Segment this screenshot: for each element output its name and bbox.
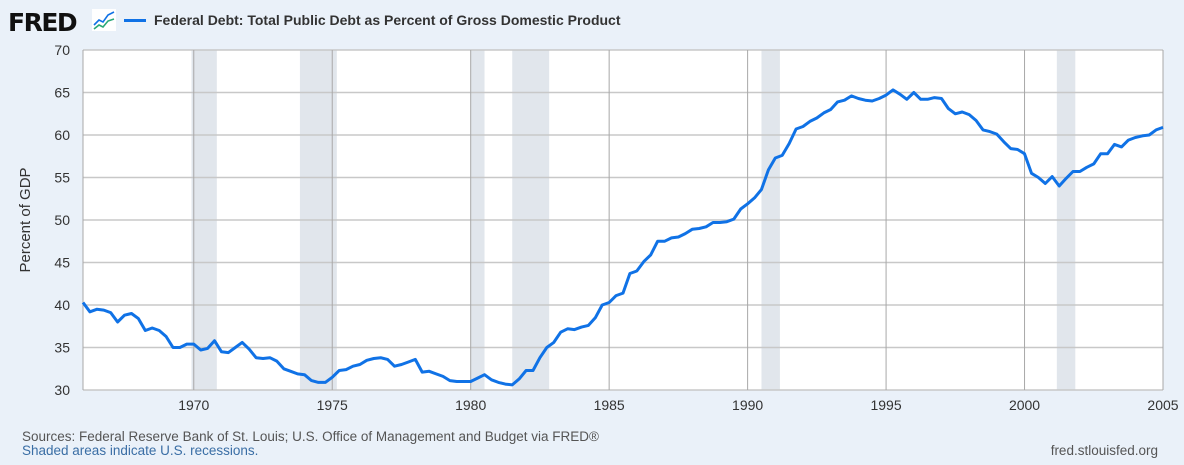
x-tick-label: 1995 xyxy=(870,397,901,413)
y-tick-label: 30 xyxy=(54,382,70,398)
logo-text: FRED xyxy=(8,8,78,37)
x-tick-label: 1980 xyxy=(455,397,486,413)
x-tick-label: 1985 xyxy=(594,397,625,413)
fred-logo[interactable]: FRED xyxy=(8,8,78,37)
sources-note: Sources: Federal Reserve Bank of St. Lou… xyxy=(22,429,599,444)
x-tick-label: 1990 xyxy=(732,397,763,413)
legend-swatch xyxy=(124,18,146,22)
y-tick-label: 45 xyxy=(54,255,70,271)
legend-label: Federal Debt: Total Public Debt as Perce… xyxy=(154,12,621,28)
x-tick-label: 1975 xyxy=(317,397,348,413)
x-tick-label: 2005 xyxy=(1147,397,1178,413)
y-tick-label: 70 xyxy=(54,42,70,58)
series-line xyxy=(81,88,1164,387)
line-chart-icon xyxy=(92,9,116,31)
x-tick-label: 2000 xyxy=(1009,397,1040,413)
y-tick-label: 50 xyxy=(54,212,70,228)
y-tick-label: 35 xyxy=(54,340,70,356)
x-tick-label: 1970 xyxy=(178,397,209,413)
site-link[interactable]: fred.stlouisfed.org xyxy=(1050,443,1158,458)
y-axis-title: Percent of GDP xyxy=(17,167,34,272)
y-tick-label: 60 xyxy=(54,127,70,143)
recession-note[interactable]: Shaded areas indicate U.S. recessions. xyxy=(22,443,259,458)
y-tick-label: 55 xyxy=(54,170,70,186)
y-tick-label: 65 xyxy=(54,85,70,101)
legend: Federal Debt: Total Public Debt as Perce… xyxy=(124,12,621,28)
y-tick-label: 40 xyxy=(54,297,70,313)
